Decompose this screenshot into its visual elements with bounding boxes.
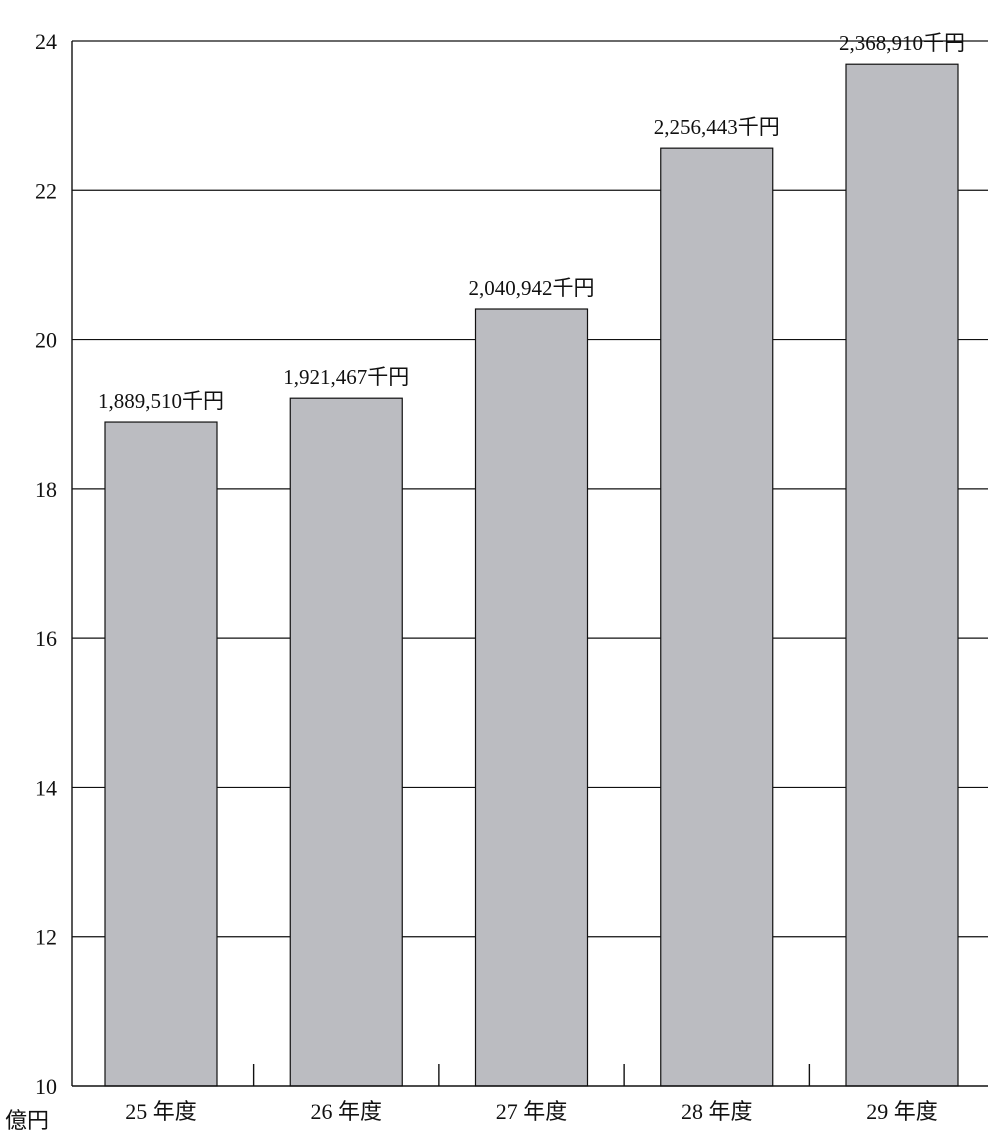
x-category-label-2: 26 年度 — [310, 1099, 382, 1124]
bar-2 — [289, 397, 403, 1087]
y-tick-label-14: 14 — [35, 775, 57, 800]
y-tick-label-24: 24 — [35, 29, 57, 54]
y-tick-label-16: 16 — [35, 626, 57, 651]
y-tick-label-20: 20 — [35, 328, 57, 353]
bar-value-label-5: 2,368,910千円 — [839, 31, 965, 55]
bar-value-label-4: 2,256,443千円 — [654, 115, 780, 139]
y-tick-label-22: 22 — [35, 178, 57, 203]
y-tick-label-12: 12 — [35, 925, 57, 950]
labels-layer: 10 12 14 16 18 20 22 24 1,889,510千円 25 年度 1,921,46… — [35, 29, 965, 1124]
x-category-label-5: 29 年度 — [866, 1099, 938, 1124]
bar-4 — [660, 147, 774, 1087]
bars-layer — [104, 63, 959, 1087]
axes-layer — [71, 41, 988, 1087]
bar-value-label-1: 1,889,510千円 — [98, 389, 224, 413]
y-axis-unit-label: 億円 — [5, 1108, 49, 1133]
y-tick-label-10: 10 — [35, 1074, 57, 1099]
bar-5 — [845, 63, 959, 1087]
y-tick-label-18: 18 — [35, 477, 57, 502]
bar-value-label-3: 2,040,942千円 — [469, 276, 595, 300]
x-category-label-3: 27 年度 — [496, 1099, 568, 1124]
bar-1 — [104, 421, 218, 1087]
x-category-label-4: 28 年度 — [681, 1099, 753, 1124]
x-category-label-1: 25 年度 — [125, 1099, 197, 1124]
bar-value-label-2: 1,921,467千円 — [283, 365, 409, 389]
bar-3 — [474, 308, 589, 1087]
